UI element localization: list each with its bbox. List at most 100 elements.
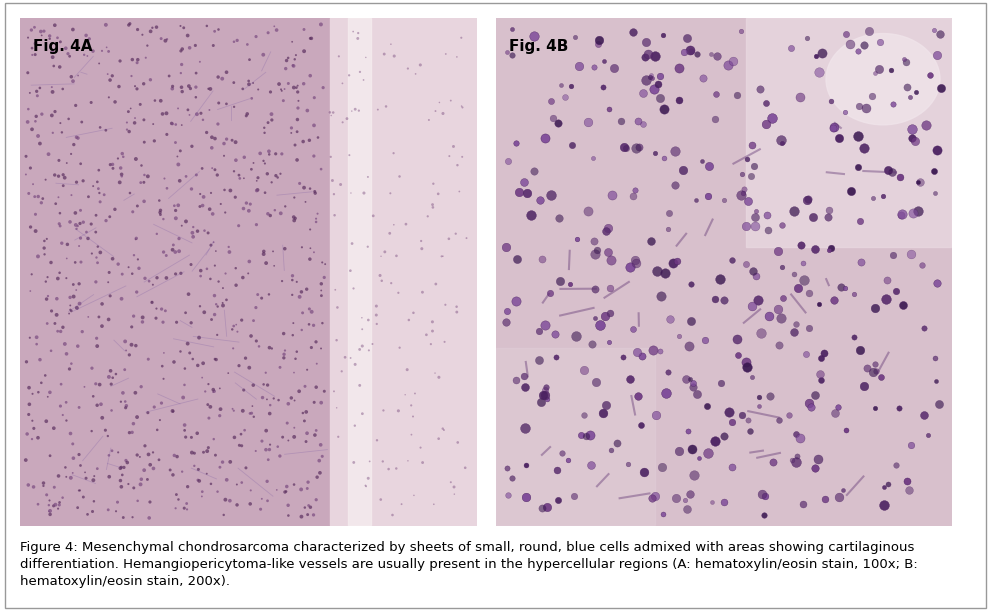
Point bbox=[831, 492, 847, 502]
Point bbox=[226, 37, 242, 46]
Point bbox=[554, 448, 570, 458]
Point bbox=[453, 33, 469, 43]
Point bbox=[256, 246, 272, 256]
Point bbox=[306, 247, 322, 257]
Point bbox=[400, 456, 416, 466]
Point bbox=[105, 373, 121, 382]
Point bbox=[814, 48, 829, 57]
Point bbox=[273, 362, 288, 372]
Point bbox=[761, 311, 777, 321]
Point bbox=[933, 84, 948, 93]
Point bbox=[280, 500, 296, 510]
Point bbox=[850, 101, 866, 111]
Point bbox=[20, 117, 36, 127]
Point bbox=[278, 481, 294, 491]
Point bbox=[264, 115, 279, 125]
Point bbox=[30, 499, 46, 509]
Point bbox=[306, 120, 322, 130]
Point bbox=[110, 153, 126, 163]
Point bbox=[37, 236, 53, 246]
Point bbox=[324, 175, 340, 185]
Point bbox=[170, 103, 186, 113]
Point bbox=[808, 390, 824, 400]
Point bbox=[24, 43, 40, 53]
Point bbox=[260, 209, 275, 219]
Point bbox=[203, 240, 219, 250]
Point bbox=[137, 274, 153, 284]
Point bbox=[28, 38, 44, 48]
Point bbox=[150, 425, 165, 435]
Point bbox=[405, 308, 421, 318]
Point bbox=[27, 192, 43, 202]
Point bbox=[288, 50, 304, 60]
Point bbox=[220, 368, 236, 378]
Point bbox=[806, 213, 822, 222]
Point bbox=[314, 257, 330, 267]
Point bbox=[377, 49, 392, 59]
Point bbox=[93, 400, 109, 409]
Point bbox=[197, 387, 213, 397]
Point bbox=[256, 379, 272, 389]
Point bbox=[388, 464, 404, 474]
Point bbox=[299, 510, 315, 519]
Point bbox=[159, 130, 174, 139]
Point bbox=[67, 101, 83, 111]
Point bbox=[210, 302, 226, 312]
Point bbox=[166, 357, 182, 367]
Point bbox=[123, 103, 139, 113]
Point bbox=[92, 379, 108, 389]
Point bbox=[543, 96, 559, 106]
Point bbox=[350, 28, 366, 38]
Point bbox=[81, 34, 97, 44]
Point bbox=[802, 288, 818, 298]
Point bbox=[90, 184, 106, 194]
Point bbox=[47, 170, 62, 180]
Point bbox=[225, 404, 241, 414]
Point bbox=[228, 263, 244, 273]
Point bbox=[450, 437, 466, 447]
Point bbox=[725, 56, 741, 66]
Point bbox=[203, 188, 219, 198]
Point bbox=[55, 170, 71, 180]
Point bbox=[499, 491, 515, 500]
Point bbox=[50, 274, 65, 284]
Point bbox=[824, 96, 839, 106]
Point bbox=[92, 247, 108, 257]
Point bbox=[630, 116, 646, 126]
Point bbox=[675, 165, 691, 175]
Point bbox=[88, 252, 104, 262]
Point bbox=[94, 321, 110, 331]
Point bbox=[310, 133, 326, 142]
Point bbox=[293, 287, 309, 297]
Point bbox=[190, 475, 206, 485]
Point bbox=[635, 119, 651, 129]
Point bbox=[119, 401, 135, 411]
Point bbox=[118, 403, 134, 412]
Point bbox=[56, 339, 72, 349]
Point bbox=[216, 151, 232, 161]
Point bbox=[113, 163, 129, 173]
Point bbox=[179, 31, 195, 40]
Point bbox=[194, 373, 210, 382]
Point bbox=[67, 208, 83, 218]
Point bbox=[443, 96, 459, 106]
Point bbox=[42, 31, 57, 41]
Point bbox=[185, 232, 201, 242]
Point bbox=[800, 33, 816, 43]
Point bbox=[899, 82, 915, 92]
Point bbox=[910, 206, 926, 216]
Point bbox=[121, 126, 137, 136]
Point bbox=[327, 285, 343, 295]
Point bbox=[661, 208, 677, 218]
Point bbox=[286, 423, 302, 433]
Point bbox=[199, 469, 215, 478]
Point bbox=[864, 91, 880, 101]
Point bbox=[454, 152, 470, 162]
Point bbox=[758, 98, 774, 108]
Point bbox=[162, 71, 177, 81]
Point bbox=[449, 307, 465, 317]
Point bbox=[135, 317, 151, 327]
Point bbox=[262, 343, 277, 353]
Point bbox=[537, 320, 553, 330]
Point bbox=[313, 279, 329, 288]
